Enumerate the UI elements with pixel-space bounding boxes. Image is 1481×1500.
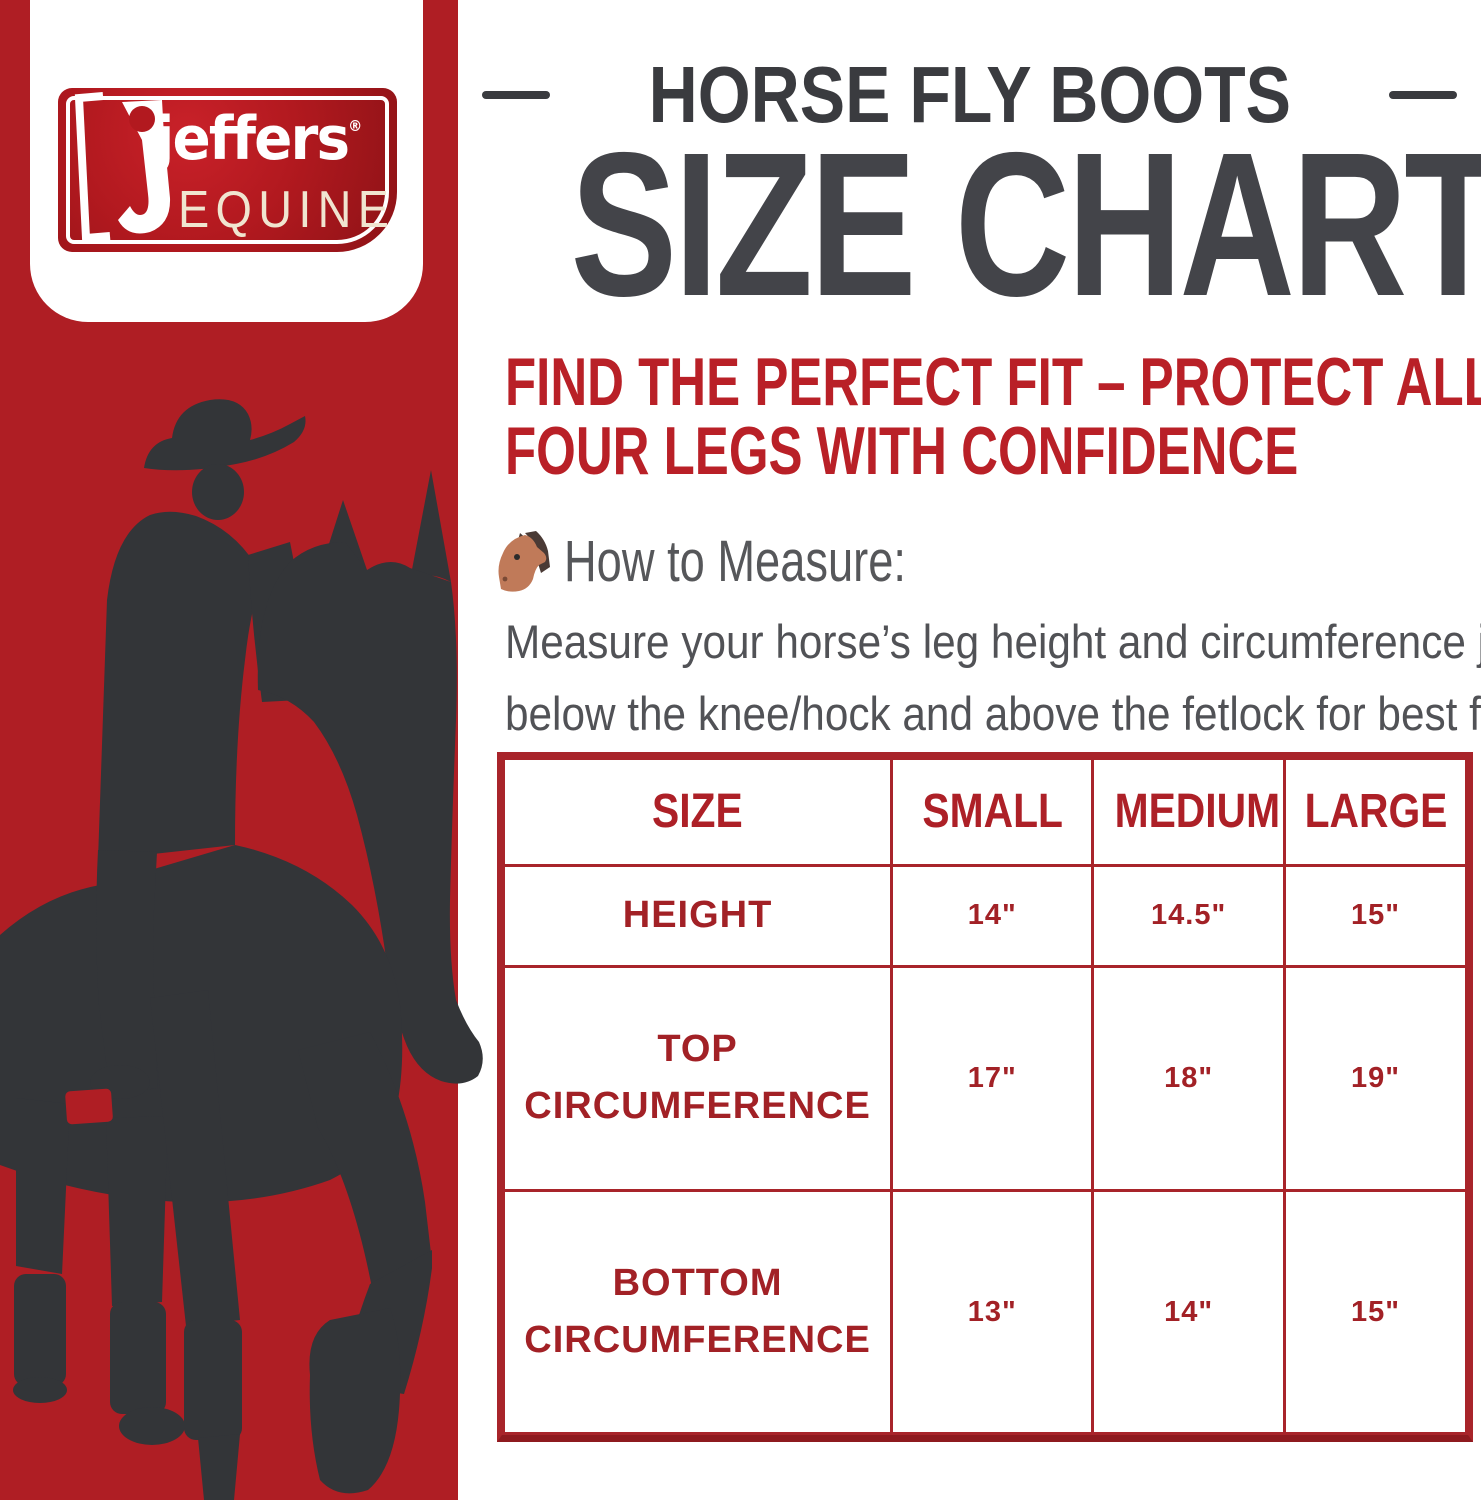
size-table: SIZE SMALL MEDIUM LARGE HEIGHT 14" 14.5"… <box>497 752 1473 1442</box>
how-to-measure-row: How to Measure: <box>494 528 1002 595</box>
row-label-bottom-circumference: BOTTOM CIRCUMFERENCE <box>501 1189 894 1435</box>
kicker-title: HORSE FLY BOOTS <box>648 50 1291 139</box>
table-row-top-circumference: TOP CIRCUMFERENCE 17" 18" 19" <box>501 964 1469 1193</box>
row-label-height: HEIGHT <box>501 863 894 968</box>
measure-line2: below the knee/hock and above the fetloc… <box>505 686 1481 740</box>
horse-head-icon <box>498 530 550 592</box>
top-circumference-small: 17" <box>890 964 1095 1193</box>
top-circumference-large: 19" <box>1282 964 1469 1193</box>
height-small: 14" <box>890 863 1095 968</box>
top-circumference-medium: 18" <box>1091 964 1286 1193</box>
logo-bracket-icon <box>74 92 171 243</box>
measure-instructions: Measure your horse’s leg height and circ… <box>505 606 1481 750</box>
table-row-bottom-circumference: BOTTOM CIRCUMFERENCE 13" 14" 15" <box>501 1189 1469 1435</box>
bottom-circumference-medium: 14" <box>1091 1189 1286 1435</box>
col-header-size: SIZE <box>501 757 894 867</box>
jeffers-logo: jeffers® EQUINE <box>58 88 397 252</box>
logo-name: jeffers <box>155 104 350 174</box>
logo-wordmark: jeffers® <box>155 104 362 174</box>
brand-logo-card: jeffers® EQUINE <box>30 0 423 322</box>
height-large: 15" <box>1282 863 1469 968</box>
row-label-top-circumference: TOP CIRCUMFERENCE <box>501 964 894 1193</box>
kicker-row: HORSE FLY BOOTS <box>458 55 1481 135</box>
bottom-circumference-large: 15" <box>1282 1189 1469 1435</box>
headline-line2: FOUR LEGS WITH CONFIDENCE <box>505 413 1299 490</box>
table-row-height: HEIGHT 14" 14.5" 15" <box>501 863 1469 968</box>
page-title: SIZE CHART <box>570 110 1481 339</box>
registered-mark: ® <box>348 117 363 135</box>
headline-line1: FIND THE PERFECT FIT – PROTECT ALL <box>505 344 1481 420</box>
col-header-small: SMALL <box>890 757 1095 867</box>
height-medium: 14.5" <box>1091 863 1286 968</box>
headline: FIND THE PERFECT FIT – PROTECT ALL FOUR … <box>505 344 1481 490</box>
left-dash <box>481 91 550 99</box>
right-dash <box>1389 91 1458 99</box>
measure-line1: Measure your horse’s leg height and circ… <box>505 615 1481 668</box>
table-header-row: SIZE SMALL MEDIUM LARGE <box>501 757 1469 867</box>
col-header-medium: MEDIUM <box>1091 757 1286 867</box>
logo-division: EQUINE <box>178 181 396 239</box>
measure-heading: How to Measure: <box>564 529 906 594</box>
cowboy-on-horse-silhouette-icon <box>0 399 483 1500</box>
col-header-large: LARGE <box>1282 757 1469 867</box>
bottom-circumference-small: 13" <box>890 1189 1095 1435</box>
